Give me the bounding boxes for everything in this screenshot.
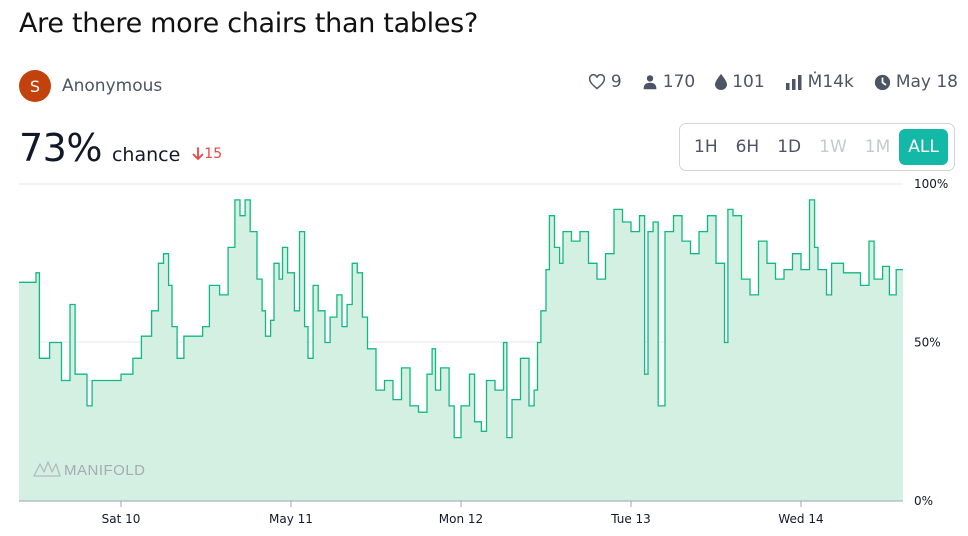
volume-value: Ṁ14k (807, 72, 854, 92)
range-1d-button[interactable]: 1D (777, 137, 802, 157)
avatar[interactable]: S (19, 70, 51, 102)
y-tick-label: 100% (914, 177, 948, 191)
close-date: May 18 (895, 72, 958, 92)
close-date-stat: May 18 (874, 72, 958, 92)
probability-display: 73% chance 15 (19, 126, 222, 170)
x-tick-label: Mon 12 (439, 512, 483, 526)
user-icon (643, 75, 657, 90)
time-range-selector: 1H 6H 1D 1W 1M ALL (679, 123, 955, 171)
y-axis: 0% 50% 100% (914, 177, 948, 508)
market-stats: 9 170 101 Ṁ14k May 18 (568, 72, 958, 92)
arrow-down-icon (192, 147, 204, 160)
probability-chart[interactable]: 0% 50% 100% Sat 10 May 11 Mon 12 Tue 13 Wed 14… (0, 170, 968, 536)
watermark-text: MANIFOLD (64, 462, 146, 479)
traders-stat: 170 (642, 72, 695, 92)
heart-icon[interactable] (588, 74, 606, 90)
y-tick-label: 0% (914, 494, 933, 508)
range-1w-button: 1W (819, 137, 847, 157)
traders-count: 170 (662, 72, 696, 92)
x-axis: Sat 10 May 11 Mon 12 Tue 13 Wed 14 (102, 501, 824, 526)
x-tick-label: Tue 13 (610, 512, 651, 526)
likes-count: 9 (610, 72, 622, 92)
probability-value: 73% (19, 126, 102, 170)
x-tick-label: May 11 (269, 512, 313, 526)
volume-stat: Ṁ14k (785, 72, 854, 92)
probability-change: 15 (192, 146, 222, 162)
liquidity-value: 101 (732, 72, 765, 92)
range-6h-button[interactable]: 6H (735, 137, 760, 157)
probability-change-value: 15 (204, 146, 223, 162)
author[interactable]: S Anonymous (19, 70, 162, 102)
manifold-logo-icon (33, 461, 61, 477)
probability-area (19, 199, 903, 501)
probability-label: chance (111, 144, 181, 166)
x-tick-label: Wed 14 (778, 512, 823, 526)
y-tick-label: 50% (914, 336, 941, 350)
x-tick-label: Sat 10 (102, 512, 141, 526)
manifold-watermark: MANIFOLD (33, 461, 146, 479)
bar-chart-icon (785, 75, 802, 90)
range-1h-button[interactable]: 1H (694, 137, 718, 157)
range-all-button[interactable]: ALL (899, 129, 948, 165)
author-name[interactable]: Anonymous (62, 76, 163, 96)
page-title: Are there more chairs than tables? (19, 8, 478, 39)
liquidity-stat: 101 (715, 72, 765, 92)
range-1m-button: 1M (864, 137, 891, 157)
droplet-icon (715, 74, 728, 90)
probability-line (19, 199, 903, 439)
clock-icon (874, 74, 890, 90)
likes-stat[interactable]: 9 (588, 72, 622, 92)
